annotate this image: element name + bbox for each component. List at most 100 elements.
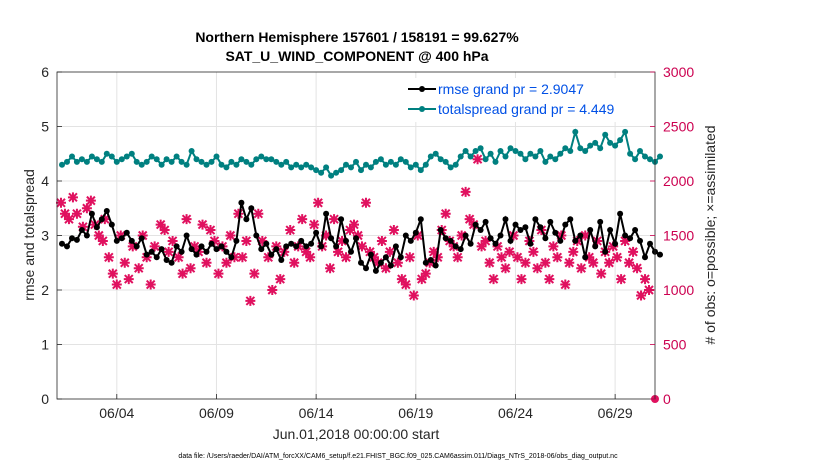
assimilated-obs-marker	[376, 235, 387, 246]
totalspread-point	[88, 153, 95, 160]
totalspread-point	[278, 161, 285, 168]
assimilated-obs-marker	[352, 230, 363, 241]
totalspread-point	[298, 164, 305, 171]
assimilated-obs-marker	[341, 252, 352, 263]
totalspread-point	[602, 131, 609, 138]
rmse-point	[507, 237, 514, 244]
assimilated-obs-marker	[77, 221, 88, 232]
totalspread-point	[308, 164, 315, 171]
rmse-point	[442, 235, 449, 242]
rmse-point	[93, 224, 100, 231]
rmse-point	[338, 216, 345, 223]
assimilated-obs-marker	[628, 246, 639, 257]
assimilated-obs-marker	[624, 257, 635, 268]
rmse-point	[98, 216, 105, 223]
assimilated-obs-marker	[460, 186, 471, 197]
chart-title-line2: SAT_U_WIND_COMPONENT @ 400 hPa	[225, 48, 488, 64]
totalspread-point	[103, 150, 110, 157]
assimilated-obs-marker	[333, 246, 344, 257]
rmse-point	[193, 251, 200, 258]
totalspread-point	[582, 148, 589, 154]
rmse-point	[198, 243, 205, 250]
totalspread-point	[353, 158, 359, 165]
rmse-point	[278, 257, 285, 263]
totalspread-point	[83, 158, 90, 165]
totalspread-point	[283, 158, 290, 165]
rmse-point	[59, 240, 65, 247]
rmse-point	[233, 237, 240, 244]
assimilated-obs-marker	[197, 219, 208, 230]
assimilated-obs-marker	[456, 230, 467, 241]
rmse-point	[547, 218, 554, 225]
assimilated-obs-marker	[616, 274, 627, 285]
assimilated-obs-marker	[337, 235, 348, 246]
assimilated-obs-marker	[368, 252, 379, 263]
totalspread-point	[113, 158, 120, 165]
totalspread-point	[59, 161, 65, 168]
assimilated-obs-marker	[508, 230, 519, 241]
totalspread-point	[447, 164, 454, 171]
assimilated-obs-marker	[636, 290, 647, 301]
rmse-point	[382, 254, 389, 261]
totalspread-point	[163, 156, 170, 163]
assimilated-obs-marker	[632, 263, 643, 274]
totalspread-series	[59, 128, 663, 179]
totalspread-point	[128, 150, 135, 157]
rmse-point	[642, 254, 648, 261]
assimilated-obs-marker	[560, 279, 571, 290]
assimilated-obs-marker	[400, 279, 411, 290]
totalspread-point	[273, 158, 280, 165]
assimilated-obs-marker	[185, 263, 196, 274]
rmse-point	[657, 251, 663, 258]
totalspread-point	[542, 158, 549, 165]
totalspread-point	[432, 150, 439, 157]
assimilated-obs-marker	[55, 197, 66, 208]
assimilated-obs-marker	[85, 195, 96, 206]
totalspread-point	[577, 145, 584, 152]
totalspread-point	[248, 161, 255, 168]
totalspread-point	[93, 156, 100, 163]
assimilated-obs-marker	[97, 235, 108, 246]
assimilated-obs-marker	[568, 246, 579, 257]
assimilated-obs-marker	[289, 257, 300, 268]
assimilated-obs-marker	[380, 263, 391, 274]
assimilated-obs-marker	[173, 252, 184, 263]
totalspread-point	[452, 161, 459, 168]
rmse-point	[113, 237, 120, 244]
totalspread-point	[268, 156, 275, 163]
rmse-point	[108, 221, 115, 228]
totalspread-point	[547, 153, 554, 160]
x-tick-label: 06/09	[199, 405, 234, 421]
totalspread-point	[617, 137, 624, 144]
assimilated-obs-marker	[500, 263, 511, 274]
assimilated-obs-marker	[452, 252, 463, 263]
legend-rmse-label: rmse grand pr = 2.9047	[438, 81, 584, 97]
assimilated-obs-marker	[167, 235, 178, 246]
assimilated-obs-marker	[119, 257, 130, 268]
rmse-point	[223, 248, 230, 255]
totalspread-point	[657, 153, 663, 160]
rmse-point	[248, 205, 255, 212]
totalspread-point	[402, 158, 409, 165]
rmse-point	[208, 240, 215, 247]
assimilated-obs-marker	[488, 274, 499, 285]
totalspread-point	[313, 167, 320, 174]
assimilated-obs-marker	[257, 235, 268, 246]
assimilated-obs-marker	[163, 246, 174, 257]
assimilated-obs-marker	[189, 241, 200, 252]
rmse-point	[183, 232, 190, 239]
assimilated-obs-marker	[155, 219, 166, 230]
totalspread-point	[597, 145, 604, 152]
assimilated-obs-marker	[111, 279, 122, 290]
totalspread-point	[188, 148, 195, 154]
rmse-point	[377, 259, 384, 266]
assimilated-obs-marker	[325, 263, 336, 274]
assimilated-obs-marker	[408, 290, 419, 301]
totalspread-point	[477, 145, 484, 152]
assimilated-obs-marker	[267, 285, 278, 295]
totalspread-point	[537, 148, 544, 154]
assimilated-obs-marker	[608, 241, 619, 252]
totalspread-point	[338, 167, 345, 174]
rmse-point	[472, 221, 479, 228]
